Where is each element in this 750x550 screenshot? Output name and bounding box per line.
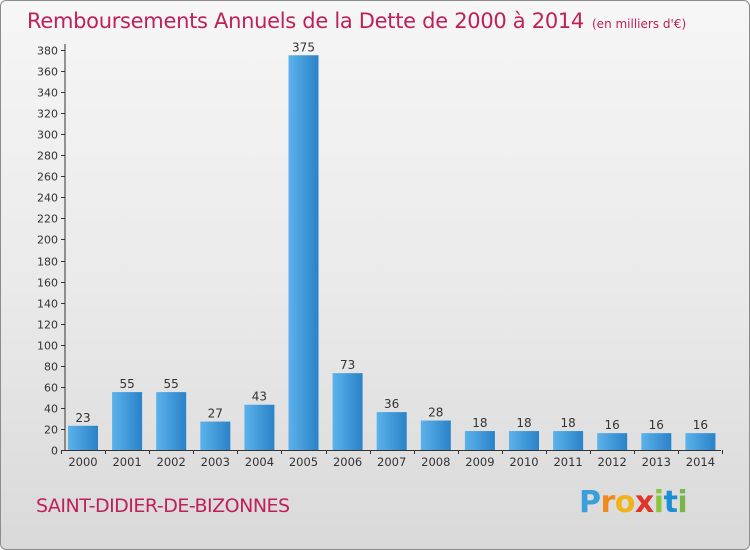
bar-value-label: 73 [340,358,355,372]
logo-letter: x [634,485,654,520]
logo-letter: P [579,485,601,520]
bar-2013[interactable] [641,433,672,450]
bar-2009[interactable] [464,431,495,450]
bar-value-label: 55 [164,377,179,391]
bar-2014[interactable] [685,433,716,450]
y-tick-label: 180 [37,256,58,269]
bar-2012[interactable] [597,433,628,450]
bar-2003[interactable] [200,421,231,450]
x-tick-label: 2006 [333,455,362,469]
bar-value-label: 375 [292,40,315,54]
y-tick-label: 340 [37,87,58,100]
logo-letter: t [663,485,678,520]
y-tick-label: 320 [37,108,58,121]
x-tick-label: 2013 [642,455,671,469]
bar-value-label: 36 [384,397,399,411]
x-tick-label: 2001 [112,455,141,469]
chart-title: Remboursements Annuels de la Dette de 20… [27,9,687,33]
bar-value-label: 18 [472,416,487,430]
y-tick-label: 80 [44,361,58,374]
bar-value-label: 27 [208,407,223,421]
x-tick-label: 2003 [201,455,230,469]
x-tick-label: 2014 [686,455,715,469]
bar-value-label: 16 [649,418,664,432]
bar-value-label: 18 [516,416,531,430]
bar-value-label: 43 [252,390,267,404]
bar-value-label: 18 [560,416,575,430]
bar-2006[interactable] [332,373,363,450]
y-tick-label: 260 [37,171,58,184]
bar-2001[interactable] [112,392,143,450]
x-tick-label: 2002 [157,455,186,469]
bar-2007[interactable] [376,412,407,450]
x-tick-label: 2011 [553,455,582,469]
x-axis: 2000 2001 2002 2003 2004 2005 2006 2007 2008 2009… [61,450,723,469]
logo-letter: i [653,485,664,520]
y-tick-label: 60 [44,382,58,395]
y-tick-label: 100 [37,340,58,353]
bar-value-label: 28 [428,406,443,420]
bar-2005[interactable] [288,55,319,451]
bar-2008[interactable] [420,420,451,450]
y-tick-label: 120 [37,319,58,332]
x-tick-label: 2009 [465,455,494,469]
y-axis: 0 20 40 60 80 100 120 140 160 180 200 220 240 260 280 3… [37,44,66,458]
y-tick-label: 20 [44,424,58,437]
bar-value-label: 23 [75,411,90,425]
y-tick-label: 200 [37,234,58,247]
bars: 23 55 55 27 43 375 73 36 28 18 18 18 16 16 16 [68,40,716,451]
bar-2004[interactable] [244,404,275,450]
bar-2011[interactable] [553,431,584,450]
y-tick-label: 140 [37,298,58,311]
logo-letter: o [614,485,636,520]
logo-letter: r [600,485,616,520]
chart-unit-subtitle: (en milliers d'€) [592,17,687,31]
x-tick-label: 2012 [598,455,627,469]
bar-value-label: 16 [605,418,620,432]
y-tick-label: 220 [37,213,58,226]
x-tick-label: 2005 [289,455,318,469]
y-tick-label: 0 [51,445,58,458]
x-tick-label: 2007 [377,455,406,469]
bar-value-label: 16 [693,418,708,432]
y-tick-label: 380 [37,45,58,58]
commune-name: SAINT-DIDIER-DE-BIZONNES [36,495,290,517]
x-tick-label: 2008 [421,455,450,469]
x-tick-label: 2004 [245,455,274,469]
proxiti-logo[interactable]: Proxiti [579,485,688,520]
bar-value-label: 55 [119,377,134,391]
y-tick-label: 360 [37,66,58,79]
y-tick-label: 300 [37,129,58,142]
bar-2002[interactable] [156,392,187,450]
bar-2010[interactable] [509,431,539,450]
x-tick-label: 2000 [68,455,97,469]
x-tick-label: 2010 [509,455,538,469]
y-tick-label: 280 [37,150,58,163]
y-tick-label: 240 [37,192,58,205]
bar-2000[interactable] [68,425,98,450]
y-tick-label: 160 [37,277,58,290]
y-tick-label: 40 [44,403,58,416]
logo-letter: i [677,485,688,520]
